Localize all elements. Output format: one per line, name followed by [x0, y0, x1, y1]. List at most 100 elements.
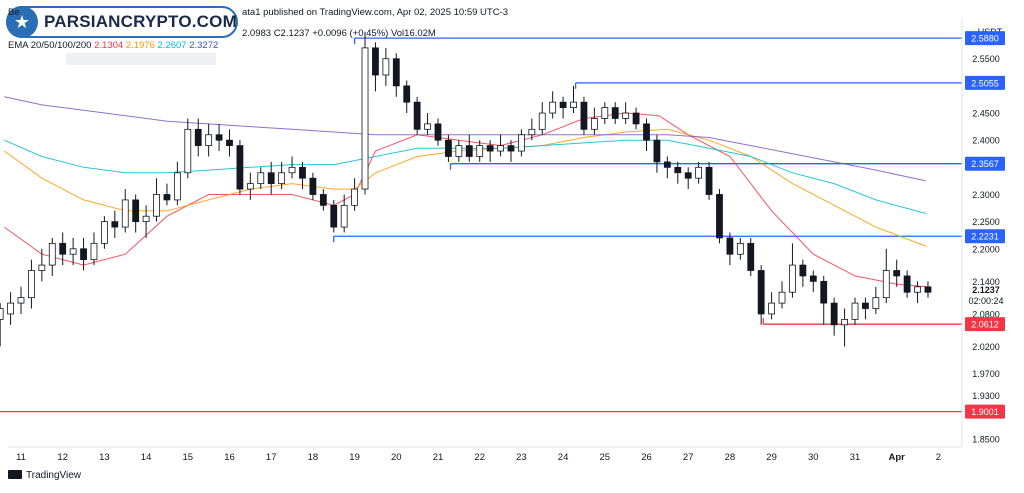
candle-body [424, 123, 431, 130]
x-tick-label: 19 [349, 452, 360, 463]
ema-line-3 [4, 139, 927, 214]
candle-body [236, 145, 244, 190]
candle-body [257, 172, 265, 185]
candle-body [903, 275, 911, 293]
candle-body [632, 112, 640, 125]
candle-body [455, 145, 463, 157]
level-badge-1 [965, 75, 1005, 90]
level-badge-5 [965, 404, 1005, 419]
x-tick-label: 21 [433, 452, 444, 463]
published-line: ata1 published on TradingView.com, Apr 0… [242, 7, 508, 18]
x-tick-label: 13 [99, 452, 110, 463]
countdown-label: 02:00:24 [968, 296, 1003, 306]
candle-body [841, 318, 848, 326]
y-tick-label: 1.9700 [972, 369, 1000, 379]
candle-body [580, 101, 588, 130]
candle-body [830, 302, 838, 326]
x-tick-label: 20 [391, 452, 402, 463]
x-tick-label: 18 [308, 452, 319, 463]
candle-body [882, 270, 890, 299]
candles [0, 31, 932, 347]
ema-legend[interactable]: EMA 20/50/100/200 2.1304 2.1976 2.2607 2… [8, 40, 218, 51]
ema-100-value: 2.2607 [157, 40, 187, 51]
ema-line-2 [4, 128, 927, 247]
x-tick-label: 26 [641, 452, 652, 463]
candle-body [226, 139, 233, 147]
ema-200-value: 2.3272 [189, 40, 219, 51]
candle-body [48, 242, 56, 266]
candle-body [132, 199, 140, 223]
candle-body [392, 58, 400, 87]
y-tick-label: 1.8500 [972, 434, 1000, 444]
candle-body [38, 264, 46, 271]
candle-body [69, 248, 77, 255]
y-tick-label: 2.4500 [972, 109, 1000, 119]
candle-body [674, 166, 682, 174]
level-badge-label-4: 2.0612 [971, 320, 999, 330]
bull-bear-icon: ★ [6, 6, 38, 38]
candle-body [872, 297, 880, 309]
candle-body [809, 275, 817, 282]
candle-body [778, 291, 786, 304]
candle-body [267, 172, 275, 185]
y-tick-label: 2.4000 [972, 136, 1000, 146]
candle-body [538, 112, 546, 130]
y-tick-label: 2.1400 [972, 277, 1000, 287]
axes: USDT2.55002.45002.40002.30002.25002.2000… [8, 18, 1005, 463]
x-tick-label: 25 [600, 452, 611, 463]
level-badge-label-3: 2.2231 [971, 232, 999, 242]
y-tick-label: 2.2500 [972, 217, 1000, 227]
level-badge-2 [965, 156, 1005, 171]
candle-body [507, 145, 515, 152]
candle-body [278, 172, 286, 185]
candle-body [747, 242, 755, 271]
level-lines [0, 37, 962, 413]
candle-body [528, 128, 536, 136]
candle-body [789, 264, 796, 293]
x-tick-label: 30 [808, 452, 819, 463]
candle-body [80, 248, 87, 261]
candle-body [851, 302, 859, 320]
level-badge-label-1: 2.5055 [971, 78, 999, 88]
level-badge-label-0: 2.5880 [971, 34, 999, 44]
candle-body [695, 166, 703, 179]
candle-body [101, 221, 108, 244]
candle-body [7, 302, 14, 315]
x-tick-label: 27 [683, 452, 694, 463]
legend-buttons-bar[interactable] [66, 53, 216, 65]
candle-body [799, 264, 807, 277]
candle-body [372, 47, 379, 76]
candle-body [716, 194, 723, 239]
tradingview-watermark: TradingView [8, 470, 81, 481]
candle-body [653, 139, 661, 163]
x-tick-label: 12 [57, 452, 68, 463]
tradingview-icon [8, 470, 22, 479]
candle-body [518, 134, 525, 152]
candle-body [914, 286, 921, 293]
candle-body [590, 118, 598, 130]
logo-text: PARSIANCRYPTO.COM [44, 12, 237, 31]
candle-body [757, 270, 765, 315]
candle-body [194, 128, 202, 147]
candle-body [403, 85, 411, 103]
candle-body [246, 183, 254, 190]
candle-body [705, 166, 713, 195]
candle-body [434, 123, 442, 141]
y-tick-label: 2.2000 [972, 244, 1000, 254]
candle-body [726, 237, 734, 255]
candle-body [173, 172, 181, 201]
y-tick-label: 2.3000 [972, 190, 1000, 200]
candle-body [611, 107, 619, 119]
x-tick-label: 2 [936, 452, 941, 463]
x-tick-label: 14 [141, 452, 152, 463]
candle-body [142, 215, 150, 223]
candle-body [163, 194, 171, 201]
candle-body [570, 101, 577, 109]
candle-body [0, 308, 4, 320]
candle-body [340, 204, 348, 228]
ema-50-value: 2.1976 [125, 40, 155, 51]
x-tick-label: 11 [16, 452, 26, 463]
candle-body [351, 188, 359, 206]
y-tick-label: 1.9300 [972, 391, 1000, 401]
